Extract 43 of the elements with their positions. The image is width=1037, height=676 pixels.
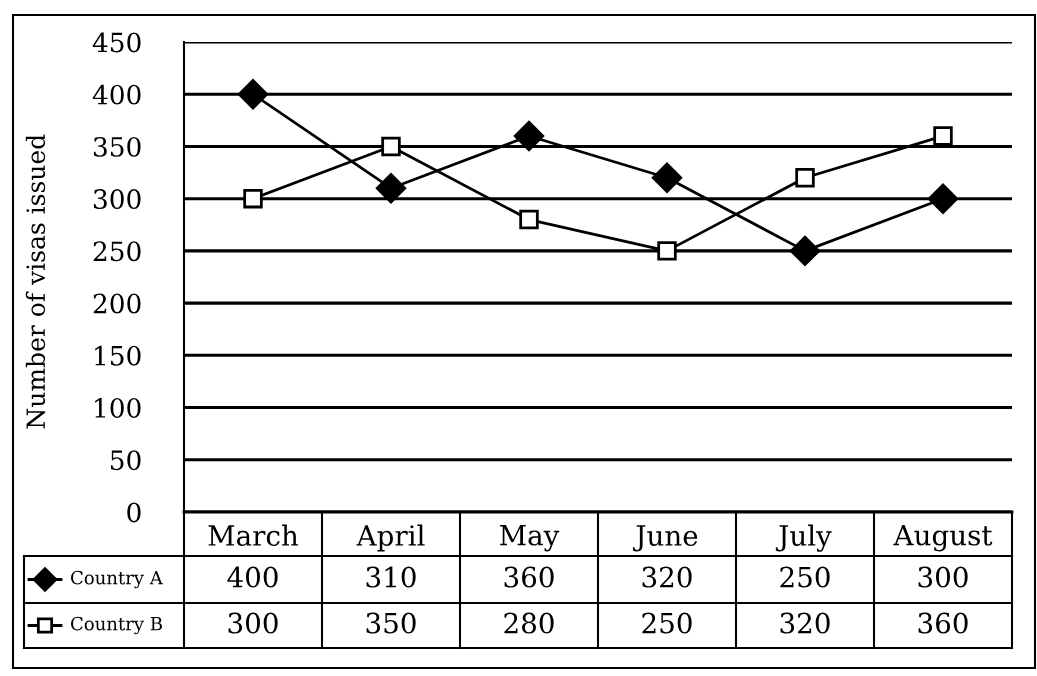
y-axis-title: Number of visas issued bbox=[25, 134, 46, 429]
y-tick-label: 300 bbox=[93, 189, 141, 210]
data-label: 280 bbox=[504, 612, 554, 634]
point bbox=[651, 162, 683, 194]
point bbox=[927, 183, 959, 215]
y-tick-label: 250 bbox=[93, 241, 141, 262]
data-label: 300 bbox=[918, 566, 968, 588]
y-tick-label: 150 bbox=[95, 345, 141, 366]
point bbox=[795, 168, 815, 188]
legend-label: Country B bbox=[71, 616, 162, 635]
point bbox=[237, 78, 269, 110]
point bbox=[657, 241, 677, 261]
data-label: 320 bbox=[780, 612, 830, 634]
y-tick-label: 400 bbox=[92, 84, 141, 105]
x-tick-label: March bbox=[208, 524, 299, 546]
point bbox=[519, 209, 539, 230]
data-label: 310 bbox=[366, 566, 416, 588]
point bbox=[933, 126, 953, 146]
x-tick-label: July bbox=[775, 524, 832, 552]
data-label: 300 bbox=[228, 612, 278, 634]
y-tick-label: 100 bbox=[95, 398, 141, 418]
x-tick-label: August bbox=[893, 524, 993, 552]
x-tick-label: April bbox=[356, 524, 425, 552]
y-tick-label: 350 bbox=[93, 136, 141, 157]
data-label: 360 bbox=[504, 566, 554, 588]
data-label: 250 bbox=[642, 612, 692, 634]
data-label: 360 bbox=[918, 612, 968, 634]
legend-label: Country A bbox=[71, 570, 163, 589]
x-tick-label: May bbox=[500, 524, 560, 552]
y-tick-label: 450 bbox=[92, 32, 141, 53]
point bbox=[375, 172, 407, 204]
y-tick-label: 200 bbox=[93, 293, 141, 314]
point bbox=[381, 136, 401, 157]
x-tick-label: June bbox=[632, 525, 698, 552]
y-tick-label: 50 bbox=[111, 450, 141, 471]
data-label: 350 bbox=[366, 612, 416, 634]
point bbox=[789, 235, 821, 267]
point bbox=[243, 188, 263, 209]
point bbox=[513, 120, 545, 152]
data-label: 250 bbox=[780, 566, 830, 588]
data-label: 320 bbox=[642, 566, 692, 588]
data-label: 400 bbox=[227, 566, 278, 588]
y-tick-label: 0 bbox=[127, 502, 141, 523]
